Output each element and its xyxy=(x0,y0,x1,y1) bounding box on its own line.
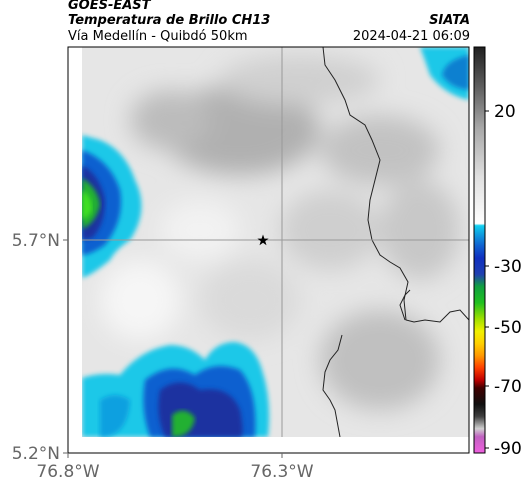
colorbar-tick-label: -90 xyxy=(494,439,522,459)
lat-tick-label: 5.7°N xyxy=(12,231,60,251)
colorbar-tick-label: -50 xyxy=(494,318,522,338)
cold-cloud-west xyxy=(82,135,142,278)
datetime-label: 2024-04-21 06:09 xyxy=(352,29,470,44)
map-bottom-margin xyxy=(82,437,469,453)
brightness-temperature-field xyxy=(82,47,469,437)
lon-tick-label: 76.3°W xyxy=(250,462,313,482)
title-line2: Temperatura de Brillo CH13 xyxy=(68,13,271,28)
colorbar-tick-label: 20 xyxy=(494,102,516,122)
lon-tick-label: 76.8°W xyxy=(36,462,99,482)
lat-tick-label: 5.2°N xyxy=(12,444,60,464)
location-star-icon xyxy=(257,234,269,246)
department-boundaries xyxy=(322,47,469,437)
cold-cloud-south xyxy=(82,342,270,437)
map-left-margin xyxy=(68,47,82,453)
colorbar-tick-label: -30 xyxy=(494,257,522,277)
subtitle: Vía Medellín - Quibdó 50km xyxy=(68,29,248,44)
cold-cloud-northeast xyxy=(420,47,469,100)
colorbar-tick-label: -70 xyxy=(494,377,522,397)
source-label: SIATA xyxy=(429,13,470,28)
title-line1: GOES-EAST xyxy=(68,0,151,13)
colorbar: 20 -30 -50 -70 -90 xyxy=(473,46,522,459)
